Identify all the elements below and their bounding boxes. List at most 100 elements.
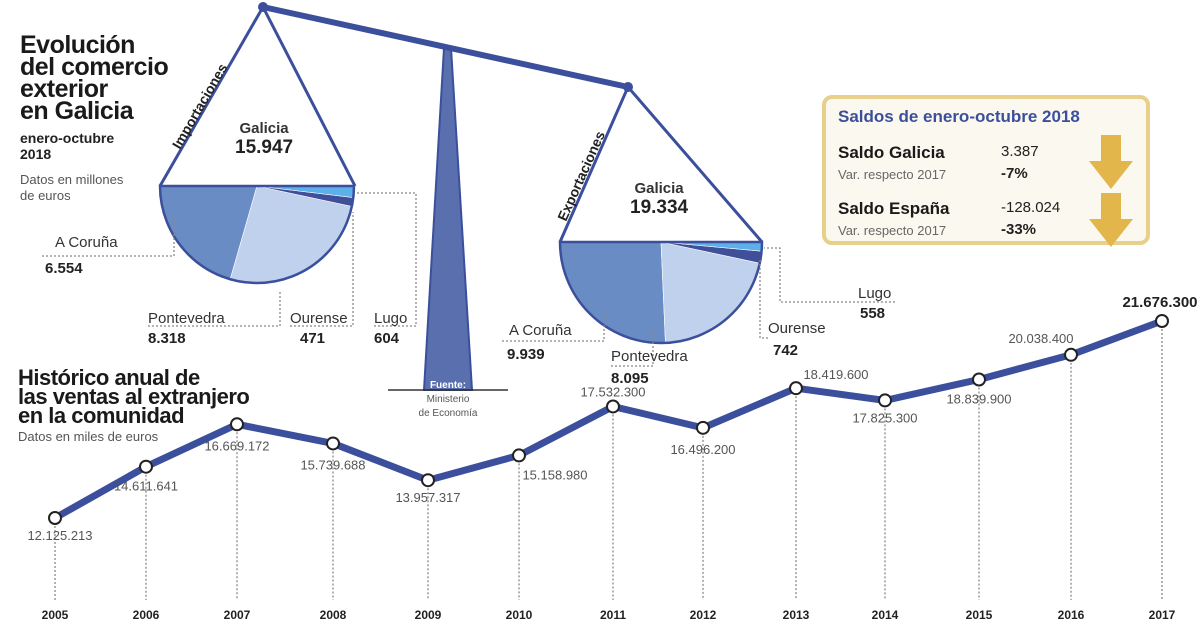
- exports-ourense-value: 742: [773, 342, 799, 359]
- exports-coruna-value: 9.939: [507, 346, 545, 363]
- exports-slice-a-coruna: [559, 241, 666, 344]
- period: enero-octubre 2018: [20, 130, 114, 162]
- exports-ourense-label: Ourense: [768, 320, 826, 337]
- leader-exports-pontevedra: [611, 330, 654, 367]
- saldo-galicia-var-label: Var. respecto 2017: [838, 167, 947, 182]
- x-tick-label: 2008: [320, 608, 347, 622]
- saldo-espana-var-label: Var. respecto 2017: [838, 223, 947, 238]
- left-pan-strings: [158, 3, 357, 187]
- saldo-espana-value: -128.024: [1001, 199, 1061, 216]
- data-label: 14.611.641: [114, 479, 178, 494]
- imports-total: Galicia 15.947: [235, 120, 293, 159]
- exports-coruna-label: A Coruña: [509, 322, 572, 339]
- units-line: de euros: [20, 188, 71, 203]
- data-point: [326, 436, 340, 451]
- imports-coruna-value: 6.554: [45, 260, 83, 277]
- source-label: Fuente:: [429, 380, 467, 391]
- data-point: [512, 448, 526, 463]
- data-label: 16.669.172: [204, 438, 269, 453]
- source-line: Ministerio: [426, 394, 470, 405]
- leader-imports-pontevedra: [148, 290, 281, 327]
- exports-total-label: Galicia: [634, 180, 684, 197]
- period-line: enero-octubre: [20, 130, 115, 146]
- saldos-box: Saldos de enero-octubre 2018 Saldo Galic…: [822, 95, 1150, 247]
- history-title-line: en la comunidad: [18, 403, 185, 428]
- imports-ourense-value: 471: [300, 330, 326, 347]
- source-note: Fuente: Ministerio de Economía: [398, 379, 498, 421]
- data-point: [139, 459, 153, 474]
- x-tick-label: 2012: [690, 608, 717, 622]
- data-label: 16.496.200: [670, 442, 735, 457]
- data-label: 15.739.688: [300, 457, 365, 472]
- history-title-line: Histórico anual de: [18, 365, 200, 390]
- exports-total-value: 19.334: [630, 197, 689, 218]
- exports-pan-outline: [558, 240, 764, 345]
- title-line: del comercio: [20, 53, 169, 81]
- scale-beam: [260, 4, 631, 90]
- imports-lugo-value: 604: [374, 330, 400, 347]
- exports-pontevedra-value: 8.095: [611, 370, 649, 387]
- data-label: 17.825.300: [852, 410, 917, 425]
- history-title-line: las ventas al extranjero: [18, 384, 250, 409]
- data-label: 13.957.317: [395, 490, 460, 505]
- exports-lugo-label: Lugo: [858, 285, 892, 302]
- title-line: en Galicia: [20, 97, 134, 125]
- data-point: [230, 417, 244, 432]
- imports-coruna-label: A Coruña: [55, 234, 118, 251]
- data-label: 12.125.213: [27, 528, 92, 543]
- leader-imports-coruna: [42, 218, 175, 257]
- saldo-espana-var: -33%: [1001, 221, 1037, 238]
- imports-total-label: Galicia: [239, 120, 289, 137]
- leader-exports-ourense: [759, 258, 768, 339]
- x-tick-label: 2010: [506, 608, 533, 622]
- x-tick-label: 2011: [600, 608, 626, 622]
- period-line: 2018: [20, 146, 52, 162]
- saldo-galicia-var: -7%: [1001, 165, 1028, 182]
- imports-lugo-label: Lugo: [374, 310, 408, 327]
- saldo-galicia-value: 3.387: [1001, 143, 1039, 160]
- data-point: [1064, 347, 1078, 362]
- x-tick-label: 2015: [966, 608, 993, 622]
- down-arrow-icon: [1089, 135, 1133, 189]
- data-point: [789, 381, 803, 396]
- exports-pontevedra-label: Pontevedra: [611, 348, 688, 365]
- title-line: exterior: [20, 75, 108, 103]
- data-point: [1155, 314, 1169, 328]
- data-point: [972, 372, 986, 387]
- x-tick-label: 2009: [415, 608, 442, 622]
- x-tick-label: 2007: [224, 608, 251, 622]
- main-title: Evolución del comercio exterior en Galic…: [20, 31, 169, 125]
- imports-pan-outline: [158, 184, 356, 285]
- x-tick-label: 2013: [783, 608, 810, 622]
- leader-imports-lugo: [357, 192, 417, 327]
- title-line: Evolución: [20, 31, 135, 59]
- down-arrow-icon: [1089, 193, 1133, 247]
- data-label: 15.158.980: [522, 467, 587, 482]
- x-tick-label: 2017: [1149, 608, 1176, 622]
- saldo-galicia-label: Saldo Galicia: [838, 143, 945, 162]
- data-label: 20.038.400: [1008, 331, 1073, 346]
- x-tick-label: 2005: [42, 608, 69, 622]
- x-tick-label: 2014: [872, 608, 899, 622]
- imports-pontevedra-label: Pontevedra: [148, 310, 225, 327]
- imports-ourense-label: Ourense: [290, 310, 348, 327]
- imports-pan-title: Importaciones: [169, 60, 231, 151]
- data-label: 18.839.900: [946, 392, 1011, 407]
- imports-pontevedra-value: 8.318: [148, 330, 186, 347]
- leader-exports-lugo: [764, 247, 895, 303]
- data-point: [696, 420, 710, 435]
- data-point: [878, 393, 892, 408]
- leader-imports-ourense: [290, 212, 354, 327]
- data-point: [606, 399, 620, 414]
- exports-lugo-value: 558: [860, 305, 886, 322]
- x-tick-label: 2016: [1058, 608, 1085, 622]
- x-tick-label: 2006: [133, 608, 160, 622]
- data-label: 18.419.600: [803, 367, 868, 382]
- saldos-title: Saldos de enero-octubre 2018: [838, 107, 1080, 126]
- data-label: 21.676.300: [1122, 294, 1197, 311]
- scale-pillar: [422, 47, 474, 391]
- history-title: Histórico anual de las ventas al extranj…: [18, 365, 250, 428]
- data-point: [421, 473, 435, 488]
- exports-pan-title: Exportaciones: [554, 128, 608, 223]
